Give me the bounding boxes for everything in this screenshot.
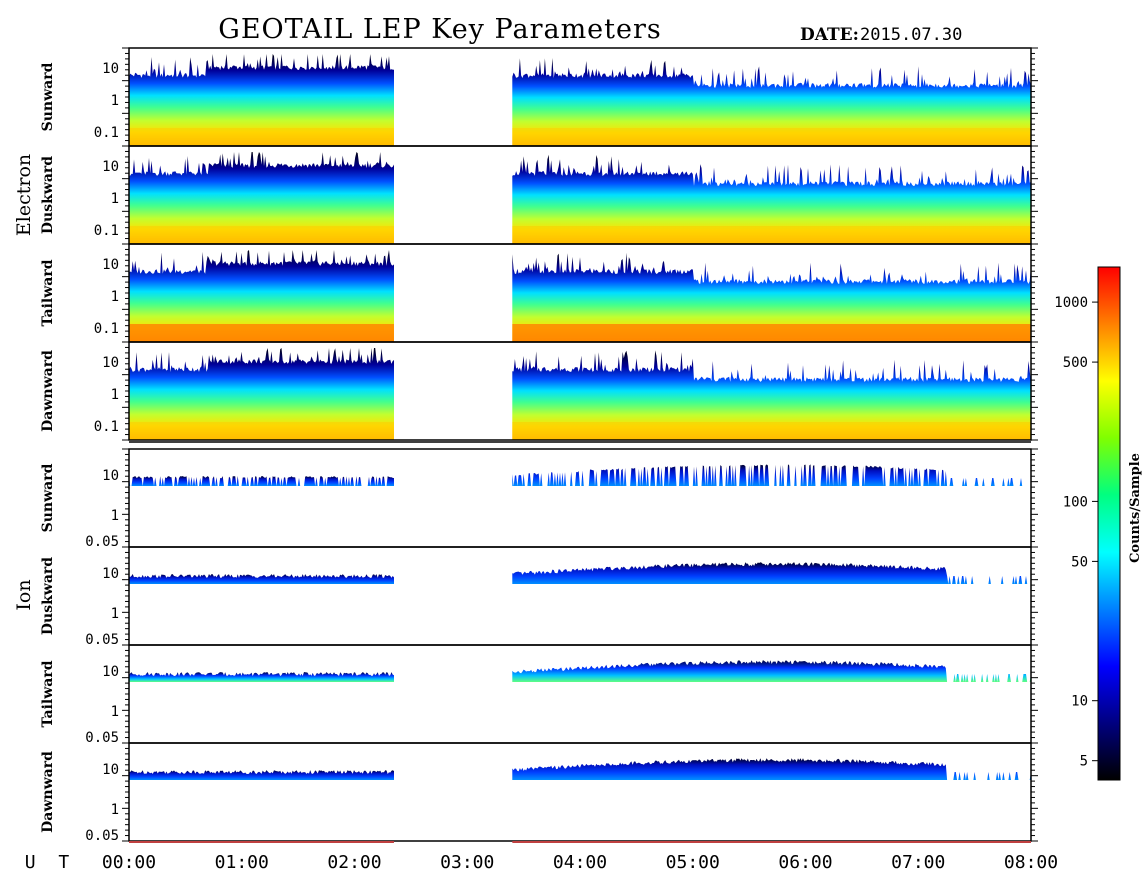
panel-direction-label: Tailward [40,259,56,326]
y-tick-label: 0.1 [94,125,119,141]
electron-low-energy-band [512,324,1031,342]
y-tick-label: 1 [111,802,119,818]
panel-direction-label: Dawnward [40,751,56,833]
x-tick-label: 05:00 [666,852,720,873]
ion-spectrogram-segment [512,758,1031,780]
colorbar-tick-label: 10 [1071,694,1088,710]
electron-low-energy-band [129,324,394,342]
date-value: 2015.07.30 [860,25,962,45]
x-tick-label: 02:00 [327,852,381,873]
electron-low-energy-band [512,422,1031,440]
electron-spectrogram-segment [512,154,1031,244]
y-tick-label: 0.1 [94,223,119,239]
y-tick-label: 1 [111,704,119,720]
group-label-electron: Electron [13,154,35,236]
x-tick-label: 03:00 [440,852,494,873]
electron-spectrogram-segment [129,152,394,244]
colorbar-tick-label: 500 [1063,355,1088,371]
panel-direction-label: Duskward [40,156,56,234]
electron-low-energy-band [129,128,394,146]
electron-low-energy-band [512,226,1031,244]
colorbar-tick-label: 50 [1071,554,1088,570]
y-tick-label: 0.1 [94,419,119,435]
y-tick-label: 10 [102,664,119,680]
panel-electron-tailward: 10 1 0.1 Tailward [40,243,1038,343]
x-tick-label: 01:00 [215,852,269,873]
y-tick-label: 10 [102,566,119,582]
electron-spectrogram-segment [129,54,394,146]
panel-electron-sunward: 10 1 0.1 Sunward [40,47,1038,147]
ion-spectrogram-segment [512,562,1031,584]
ion-spectrogram-segment [512,464,1031,486]
y-tick-label: 1 [111,93,119,109]
panel-direction-label: Sunward [40,463,56,532]
panel-direction-label: Sunward [40,62,56,131]
colorbar-gradient [1097,266,1121,781]
ion-spectrogram-segment [129,574,394,584]
y-tick-label: 1 [111,606,119,622]
panel-direction-label: Duskward [40,557,56,635]
colorbar-tick-label: 5 [1080,754,1088,770]
ion-spectrogram-segment [512,660,1031,682]
colorbar-tick-label: 100 [1063,494,1088,510]
y-tick-label: 10 [102,159,119,175]
y-tick-label: 1 [111,191,119,207]
chart-title: GEOTAIL LEP Key Parameters [218,14,662,45]
panel-electron-dawnward: 10 1 0.1 Dawnward [40,341,1038,441]
y-tick-label: 10 [102,355,119,371]
panel-ion-duskward: 10 1 0.05 Duskward [40,546,1038,648]
x-tick-label: 07:00 [891,852,945,873]
panel-ion-dawnward: 10 1 0.05 Dawnward [40,742,1038,844]
electron-low-energy-band [512,128,1031,146]
colorbar: Counts/Sample 1000 500 100 50 10 5 [1054,266,1142,781]
colorbar-tick-label: 1000 [1054,295,1088,311]
panel-electron-duskward: 10 1 0.1 Duskward [40,145,1038,245]
x-tick-label: 00:00 [102,852,156,873]
y-tick-label: 10 [102,468,119,484]
x-tick-label: 06:00 [778,852,832,873]
y-tick-label: 1 [111,289,119,305]
group-label-ion: Ion [13,579,35,610]
y-tick-label: 10 [102,257,119,273]
x-axis: U T 00:00 01:00 02:00 03:00 04:00 05:00 06:00 0… [25,841,1058,873]
panel-frame [128,644,1032,744]
ion-spectrogram-segment [129,476,394,486]
date-label: DATE: [800,25,859,45]
y-tick-label: 10 [102,61,119,77]
y-tick-label: 0.05 [85,632,119,648]
y-tick-label: 1 [111,387,119,403]
panel-frame [128,448,1032,548]
y-tick-label: 0.05 [85,534,119,550]
y-tick-label: 0.1 [94,321,119,337]
ion-spectrogram-segment [129,770,394,780]
panel-ion-sunward: 10 1 0.05 Sunward [40,448,1038,550]
electron-spectrogram-segment [129,250,394,342]
y-tick-label: 0.05 [85,828,119,844]
y-tick-label: 1 [111,508,119,524]
y-tick-label: 10 [102,762,119,778]
electron-spectrogram-segment [512,252,1031,342]
panel-direction-label: Tailward [40,660,56,727]
electron-low-energy-band [129,226,394,244]
colorbar-label: Counts/Sample [1128,453,1142,563]
x-tick-label: 08:00 [1004,852,1058,873]
x-tick-label: 04:00 [553,852,607,873]
electron-low-energy-band [129,422,394,440]
panel-frame [128,742,1032,842]
panel-ion-tailward: 10 1 0.05 Tailward [40,644,1038,746]
x-axis-label: U T [25,852,76,873]
electron-spectrogram-segment [129,348,394,440]
electron-spectrogram-segment [512,350,1031,440]
panel-frame [128,546,1032,646]
ion-spectrogram-segment [129,672,394,682]
panels: 10 1 0.1 Sunward 10 1 0.05 Sunward 10 1 0.1 Duskwar… [40,47,1038,844]
electron-spectrogram-segment [512,58,1031,146]
y-tick-label: 0.05 [85,730,119,746]
panel-direction-label: Dawnward [40,350,56,432]
